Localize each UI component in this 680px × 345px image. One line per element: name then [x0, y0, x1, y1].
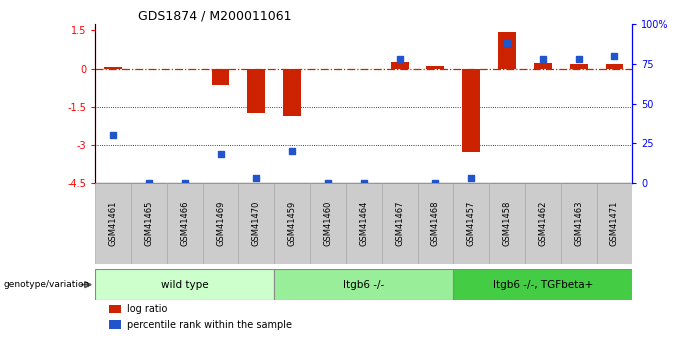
- Bar: [418, 183, 454, 264]
- Text: GSM41463: GSM41463: [574, 201, 583, 246]
- Bar: [109, 305, 121, 313]
- Bar: [525, 183, 561, 264]
- Text: GSM41469: GSM41469: [216, 201, 225, 246]
- Point: [573, 56, 584, 62]
- Text: GSM41466: GSM41466: [180, 201, 189, 246]
- Bar: [346, 183, 381, 264]
- Text: GSM41464: GSM41464: [359, 201, 369, 246]
- Text: GSM41458: GSM41458: [503, 201, 511, 246]
- Point: [322, 180, 333, 186]
- Bar: [462, 69, 480, 152]
- Bar: [248, 69, 265, 113]
- Bar: [454, 183, 489, 264]
- Point: [609, 53, 620, 59]
- Bar: [561, 183, 596, 264]
- Bar: [211, 69, 229, 85]
- Bar: [95, 269, 274, 300]
- Text: GSM41467: GSM41467: [395, 201, 404, 246]
- Bar: [310, 183, 346, 264]
- Bar: [489, 183, 525, 264]
- Bar: [390, 62, 409, 69]
- Text: GSM41459: GSM41459: [288, 201, 296, 246]
- Bar: [274, 269, 454, 300]
- Bar: [274, 183, 310, 264]
- Bar: [239, 183, 274, 264]
- Text: percentile rank within the sample: percentile rank within the sample: [127, 320, 292, 329]
- Text: log ratio: log ratio: [127, 304, 167, 314]
- Bar: [104, 67, 122, 69]
- Bar: [454, 269, 632, 300]
- Point: [430, 180, 441, 186]
- Text: GDS1874 / M200011061: GDS1874 / M200011061: [138, 10, 292, 23]
- Bar: [203, 183, 239, 264]
- Bar: [596, 183, 632, 264]
- Text: wild type: wild type: [161, 280, 209, 289]
- Bar: [498, 32, 516, 69]
- Text: GSM41465: GSM41465: [144, 201, 154, 246]
- Point: [180, 180, 190, 186]
- Text: GSM41457: GSM41457: [466, 201, 476, 246]
- Point: [107, 132, 118, 138]
- Text: GSM41471: GSM41471: [610, 201, 619, 246]
- Bar: [95, 183, 131, 264]
- Bar: [605, 64, 624, 69]
- Point: [466, 175, 477, 181]
- Bar: [283, 69, 301, 116]
- Point: [502, 40, 513, 46]
- Point: [394, 56, 405, 62]
- Bar: [381, 183, 418, 264]
- Text: GSM41461: GSM41461: [109, 201, 118, 246]
- Point: [215, 151, 226, 157]
- Point: [537, 56, 548, 62]
- Bar: [426, 66, 444, 69]
- Bar: [109, 320, 121, 329]
- Text: GSM41468: GSM41468: [431, 201, 440, 246]
- Text: Itgb6 -/-: Itgb6 -/-: [343, 280, 384, 289]
- Point: [143, 180, 154, 186]
- Text: Itgb6 -/-, TGFbeta+: Itgb6 -/-, TGFbeta+: [493, 280, 593, 289]
- Text: GSM41462: GSM41462: [539, 201, 547, 246]
- Text: GSM41460: GSM41460: [324, 201, 333, 246]
- Bar: [570, 64, 588, 69]
- Point: [287, 148, 298, 154]
- Bar: [167, 183, 203, 264]
- Bar: [131, 183, 167, 264]
- Bar: [534, 63, 551, 69]
- Point: [358, 180, 369, 186]
- Point: [251, 175, 262, 181]
- Text: genotype/variation: genotype/variation: [3, 280, 90, 289]
- Text: GSM41470: GSM41470: [252, 201, 261, 246]
